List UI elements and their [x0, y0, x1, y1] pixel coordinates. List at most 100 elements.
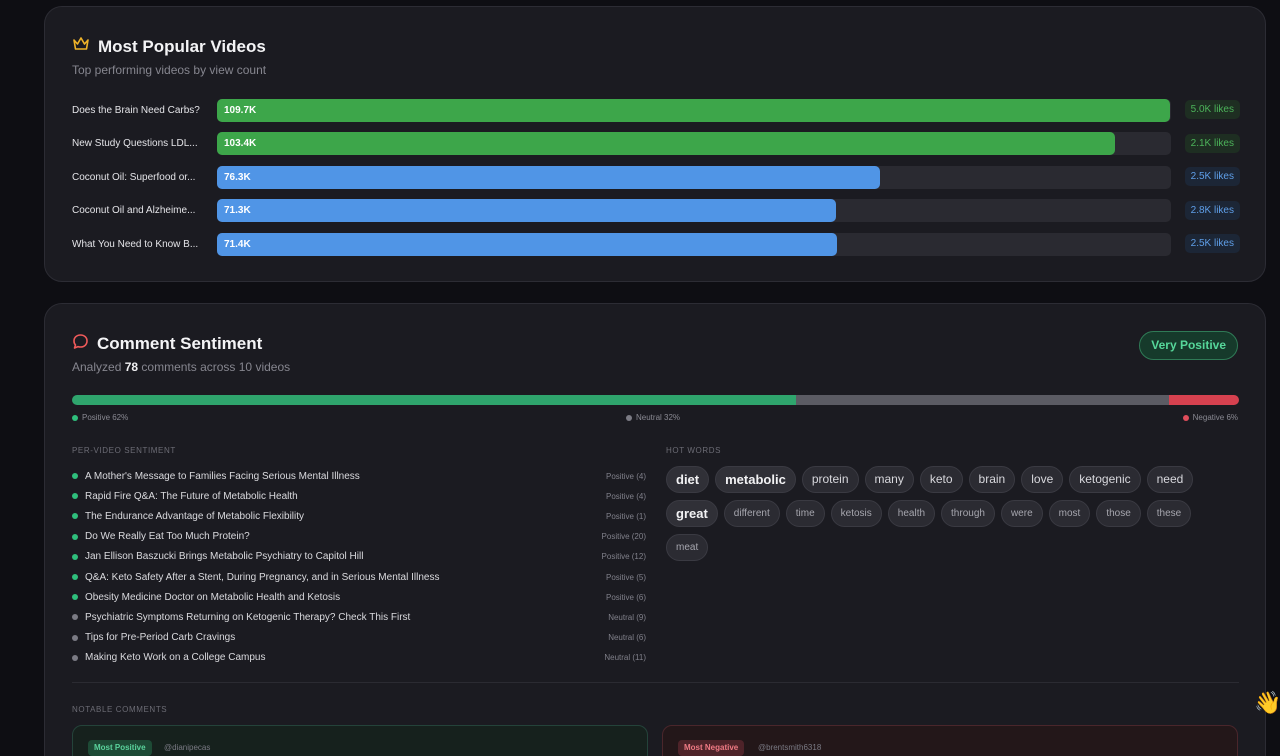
hot-word-chip[interactable]: need [1146, 466, 1194, 493]
per-video-item[interactable]: Do We Really Eat Too Much Protein? Positi… [72, 527, 646, 547]
per-video-title[interactable]: Jan Ellison Baszucki Brings Metabolic Ps… [85, 551, 364, 563]
notable-comments-heading: NOTABLE COMMENTS [72, 705, 168, 714]
per-video-title[interactable]: A Mother's Message to Families Facing Se… [85, 470, 360, 482]
hot-words-cloud: diet metabolic protein many keto brain love ket… [666, 466, 1226, 561]
negative-dot-icon [1182, 414, 1189, 421]
overall-sentiment-badge: Very Positive [1139, 331, 1238, 360]
hot-word-chip[interactable]: different [723, 500, 780, 527]
video-title[interactable]: New Study Questions LDL... [72, 138, 198, 149]
per-video-item[interactable]: A Mother's Message to Families Facing Se… [72, 466, 646, 486]
per-video-title[interactable]: Q&A: Keto Safety After a Stent, During P… [85, 571, 440, 583]
hot-word-chip[interactable]: many [864, 466, 914, 493]
legend-neutral-label: Neutral 32% [636, 413, 681, 422]
per-video-item[interactable]: Tips for Pre-Period Carb Cravings Neutral… [72, 628, 646, 648]
most-positive-comment-card: Most Positive @dianipecas [72, 725, 648, 756]
video-views-bar [217, 98, 1170, 122]
waving-hand-icon[interactable]: 👋 [1254, 690, 1280, 715]
hot-word-chip[interactable]: most [1048, 500, 1091, 527]
hot-word-chip[interactable]: great [666, 500, 718, 527]
most-positive-username: @dianipecas [164, 743, 211, 752]
video-row[interactable]: New Study Questions LDL... 103.4K 2.1K lik… [72, 132, 1240, 156]
per-video-sentiment-heading: PER-VIDEO SENTIMENT [72, 446, 176, 455]
per-video-title[interactable]: Tips for Pre-Period Carb Cravings [85, 632, 236, 644]
video-row[interactable]: Coconut Oil: Superfood or... 76.3K 2.5K li… [72, 165, 1240, 189]
per-video-sentiment-value: Positive (12) [601, 552, 646, 562]
positive-dot-icon [72, 414, 78, 421]
video-likes-badge: 2.8K likes [1184, 200, 1240, 220]
legend-negative: Negative 6% [1182, 413, 1238, 422]
legend-neutral: Neutral 32% [626, 413, 680, 422]
per-video-item[interactable]: Making Keto Work on a College Campus Neut… [72, 648, 646, 668]
per-video-item[interactable]: Psychiatric Symptoms Returning on Ketoge… [72, 607, 646, 627]
crown-icon [72, 36, 90, 57]
video-title[interactable]: What You Need to Know B... [72, 238, 199, 250]
per-video-title[interactable]: Psychiatric Symptoms Returning on Ketoge… [85, 611, 411, 623]
per-video-sentiment-value: Neutral (6) [608, 633, 646, 643]
per-video-sentiment-value: Positive (5) [605, 572, 646, 582]
hot-word-chip[interactable]: meat [666, 534, 709, 561]
hot-word-chip[interactable]: keto [919, 466, 963, 493]
hot-word-chip[interactable]: ketosis [830, 500, 882, 527]
hot-word-chip[interactable]: through [941, 500, 995, 527]
per-video-sentiment-value: Positive (4) [605, 491, 646, 501]
sentiment-dot-icon [72, 574, 78, 581]
video-views-bar [217, 165, 880, 189]
most-negative-comment-card: Most Negative @brentsmith6318 [662, 725, 1238, 756]
video-title[interactable]: Coconut Oil: Superfood or... [72, 171, 196, 183]
video-likes-badge: 2.5K likes [1184, 167, 1240, 186]
per-video-item[interactable]: Obesity Medicine Doctor on Metabolic Hea… [72, 587, 646, 607]
subtitle-suffix: comments across 10 videos [138, 360, 291, 374]
hot-word-chip[interactable]: brain [968, 466, 1016, 493]
video-title[interactable]: Coconut Oil and Alzheime... [72, 205, 196, 216]
video-row[interactable]: Coconut Oil and Alzheime... 71.3K 2.8K lik… [72, 199, 1240, 223]
hot-words-heading: HOT WORDS [666, 446, 722, 455]
sentiment-dot-icon [72, 634, 78, 641]
video-likes-badge: 5.0K likes [1184, 100, 1240, 119]
per-video-item[interactable]: Jan Ellison Baszucki Brings Metabolic Ps… [72, 547, 646, 567]
comment-sentiment-subtitle: Analyzed 78 comments across 10 videos [72, 360, 290, 374]
per-video-title[interactable]: Obesity Medicine Doctor on Metabolic Hea… [85, 591, 341, 603]
comment-sentiment-heading: Comment Sentiment [97, 334, 263, 353]
sentiment-dot-icon [72, 513, 78, 520]
sentiment-bar-neutral [795, 395, 1169, 405]
hot-word-chip[interactable]: these [1146, 500, 1192, 527]
hot-word-chip[interactable]: love [1021, 466, 1064, 493]
per-video-title[interactable]: Do We Really Eat Too Much Protein? [85, 531, 250, 543]
sentiment-dot-icon [72, 473, 78, 480]
per-video-sentiment-value: Neutral (11) [604, 653, 646, 663]
hot-word-chip[interactable]: time [785, 500, 825, 527]
per-video-sentiment-list: A Mother's Message to Families Facing Se… [72, 466, 646, 668]
per-video-sentiment-value: Positive (1) [605, 511, 646, 521]
hot-word-chip[interactable]: health [887, 500, 936, 527]
video-views-bar [217, 199, 837, 222]
sentiment-dot-icon [72, 654, 78, 661]
sentiment-bar-negative [1168, 395, 1239, 405]
sentiment-dot-icon [72, 493, 78, 500]
chat-bubble-icon [72, 333, 89, 355]
hot-word-chip[interactable]: protein [801, 466, 859, 493]
legend-positive-label: Positive 62% [82, 413, 129, 422]
sentiment-bar-positive [72, 395, 796, 405]
hot-word-chip[interactable]: ketogenic [1069, 466, 1141, 493]
sentiment-dot-icon [72, 533, 78, 540]
per-video-title[interactable]: Rapid Fire Q&A: The Future of Metabolic … [85, 490, 298, 502]
hot-word-chip[interactable]: those [1096, 500, 1141, 527]
most-negative-username: @brentsmith6318 [758, 743, 822, 752]
hot-word-chip[interactable]: diet [666, 466, 710, 493]
per-video-item[interactable]: Rapid Fire Q&A: The Future of Metabolic … [72, 486, 646, 506]
sentiment-dot-icon [72, 553, 78, 560]
sentiment-bar [72, 395, 1239, 405]
per-video-item[interactable]: The Endurance Advantage of Metabolic Fle… [72, 506, 646, 526]
video-row[interactable]: Does the Brain Need Carbs? 109.7K 5.0K lik… [72, 98, 1240, 122]
video-row[interactable]: What You Need to Know B... 71.4K 2.5K like… [72, 232, 1240, 256]
hot-word-chip[interactable]: metabolic [715, 466, 796, 493]
most-positive-tag: Most Positive [88, 740, 152, 756]
per-video-title[interactable]: Making Keto Work on a College Campus [85, 652, 266, 664]
video-title[interactable]: Does the Brain Need Carbs? [72, 104, 200, 116]
section-divider [72, 682, 1239, 683]
per-video-title[interactable]: The Endurance Advantage of Metabolic Fle… [85, 510, 305, 522]
most-negative-tag: Most Negative [678, 740, 745, 756]
video-views-value: 103.4K [224, 138, 257, 149]
hot-word-chip[interactable]: were [1000, 500, 1043, 527]
per-video-item[interactable]: Q&A: Keto Safety After a Stent, During P… [72, 567, 646, 587]
